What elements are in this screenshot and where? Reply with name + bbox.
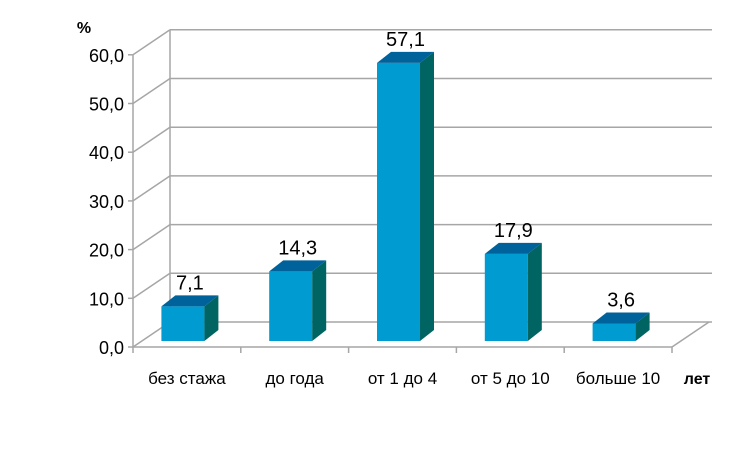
y-axis-title: % xyxy=(77,20,91,37)
gridline-diagonal xyxy=(132,77,171,105)
bar-front xyxy=(484,253,528,341)
data-label: 14,3 xyxy=(278,237,317,259)
x-tick-label: без стажа xyxy=(148,369,226,388)
x-tick-label: до года xyxy=(266,369,325,388)
y-tick-label: 60,0 xyxy=(89,46,124,66)
bar-front xyxy=(592,323,636,341)
gridline-diagonal xyxy=(132,29,171,56)
bar-top xyxy=(377,51,434,63)
bar-top xyxy=(269,260,327,272)
bar-top xyxy=(161,295,219,307)
x-tick-label: от 1 до 4 xyxy=(368,369,437,388)
gridline-diagonal xyxy=(132,175,171,202)
gridline-diagonal xyxy=(132,223,171,251)
bar-side xyxy=(635,312,650,341)
x-tick-label: от 5 до 10 xyxy=(471,369,550,388)
x-axis-title: лет xyxy=(684,371,711,388)
gridline-diagonal xyxy=(132,272,171,299)
y-tick-label: 30,0 xyxy=(89,192,124,212)
bar-side xyxy=(312,260,327,341)
y-tick-label: 40,0 xyxy=(89,143,124,163)
bar-front xyxy=(377,62,420,341)
data-label: 17,9 xyxy=(494,220,533,242)
y-tick-label: 50,0 xyxy=(89,95,124,115)
gridline-diagonal xyxy=(132,126,171,153)
bar-side xyxy=(420,51,434,341)
x-tick-label: больше 10 xyxy=(576,369,660,388)
bar-front xyxy=(161,306,205,341)
bar-top xyxy=(592,312,650,324)
bar-front xyxy=(269,271,313,341)
data-label: 7,1 xyxy=(176,272,204,294)
data-label: 3,6 xyxy=(607,289,635,311)
data-label: 57,1 xyxy=(386,29,425,51)
y-tick-label: 0,0 xyxy=(99,338,124,358)
y-tick-label: 20,0 xyxy=(89,241,124,261)
y-tick-label: 10,0 xyxy=(89,289,124,309)
bar-side xyxy=(527,242,542,341)
bar-side xyxy=(204,295,219,341)
floor-edge xyxy=(671,321,710,348)
bar-top xyxy=(484,242,542,254)
